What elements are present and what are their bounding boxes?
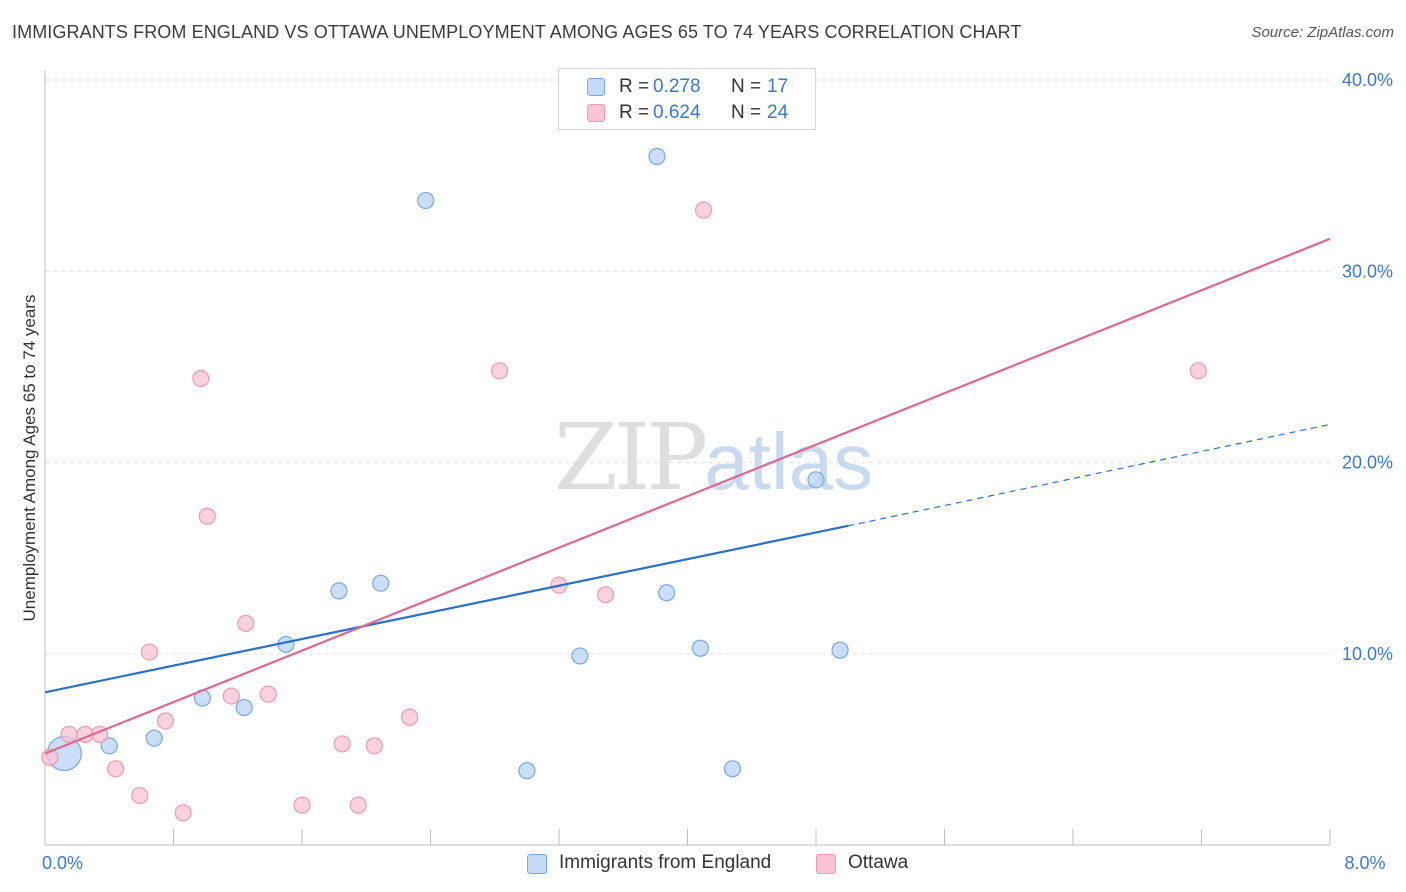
axes [44,70,1331,846]
trend-lines [44,237,1331,755]
ottawa-point [365,737,383,755]
ottawa-point [107,760,125,778]
ottawa-point [60,725,78,743]
ottawa-point [490,362,509,380]
y-tick-label: 30.0% [1342,261,1393,281]
england-trend-line [44,524,849,694]
data-points [41,105,1207,822]
source-credit: Source: ZipAtlas.com [1251,24,1394,41]
england-point [807,471,825,489]
correlation-legend: R = 0.278 N = 17 R = 0.624 N = 24 [558,68,816,130]
ottawa-point [401,708,419,726]
r-label: R = [619,102,650,123]
england-point [330,582,348,600]
ottawa-point [222,687,240,705]
chart-title: IMMIGRANTS FROM ENGLAND VS OTTAWA UNEMPL… [12,22,1022,42]
england-point [571,647,589,665]
n-value: 17 [767,76,789,97]
ottawa-point [156,712,175,730]
y-axis-label: Unemployment Among Ages 65 to 74 years [20,294,39,622]
y-tick-label: 20.0% [1342,453,1393,473]
england-trend-extension [848,423,1331,527]
ottawa-point [140,643,159,661]
england-point [145,729,163,747]
legend-label-england: Immigrants from England [559,852,772,873]
england-point [518,762,536,780]
x-tick-label: 8.0% [1344,853,1385,873]
ottawa-point [333,735,351,753]
ottawa-point [293,796,311,814]
y-tick-label: 10.0% [1342,644,1393,664]
england-point [417,191,435,210]
r-value: 0.624 [653,102,701,123]
watermark-atlas: atlas [704,417,874,506]
r-label: R = [619,76,650,97]
ottawa-trend-line [44,237,1331,755]
ottawa-point [192,369,210,388]
watermark: ZIPatlas [554,404,873,511]
england-point [658,584,676,602]
tick-labels: 10.0% 20.0% 30.0% 40.0% 0.0% 8.0% [42,70,1393,873]
ottawa-point [237,614,255,632]
england-point [831,641,849,659]
r-value: 0.278 [653,76,701,97]
england-point [723,760,742,778]
n-label: N = [731,76,762,97]
x-tick-label: 0.0% [42,853,83,873]
ottawa-point [198,507,216,525]
england-swatch-icon [587,78,605,96]
england-point [100,737,118,755]
england-point [235,698,253,717]
n-label: N = [731,102,762,123]
ottawa-point [694,201,713,219]
ottawa-point [131,786,149,805]
grid-lines [45,79,1330,655]
y-tick-label: 40.0% [1342,70,1393,90]
ottawa-point [259,685,277,703]
england-point [372,574,390,592]
england-point [648,147,666,166]
legend-label-ottawa: Ottawa [848,852,909,873]
england-swatch-icon [527,854,547,874]
ottawa-swatch-icon [816,854,836,874]
ottawa-point [1189,362,1207,380]
england-point [691,639,709,657]
watermark-zip: ZIP [554,404,708,511]
n-value: 24 [767,102,789,123]
ottawa-point [596,586,615,604]
ottawa-point [349,796,367,814]
ottawa-swatch-icon [587,104,605,122]
ottawa-point [174,804,192,822]
